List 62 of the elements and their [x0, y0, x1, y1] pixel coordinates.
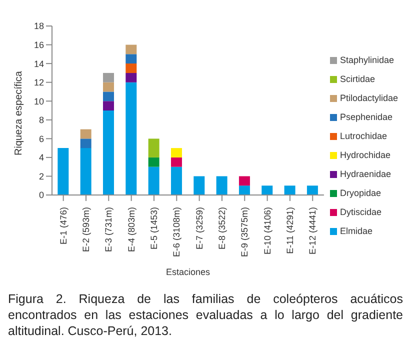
x-axis-title: Estaciones [166, 267, 210, 277]
legend-label: Psephenidae [340, 112, 392, 122]
legend-label: Staphylinidae [340, 55, 394, 65]
legend-label: Hydrochidae [340, 150, 390, 160]
bar [126, 44, 137, 54]
x-tick-label: E-3 (731m) [104, 207, 114, 252]
x-tick-label: E-1 (476) [58, 207, 68, 245]
y-tick-label: 8 [38, 115, 44, 126]
bar [126, 54, 137, 64]
x-tick-label: E-10 (4106) [262, 207, 272, 255]
y-tick-label: 18 [34, 21, 44, 32]
legend-label: Dryopidae [340, 188, 381, 198]
legend-label: Scirtidae [340, 74, 375, 84]
y-tick-label: 16 [34, 40, 44, 50]
y-tick-label: 10 [34, 96, 44, 106]
legend-label: Lutrochidae [340, 131, 387, 141]
bar [238, 186, 250, 195]
y-tick-label: 4 [38, 152, 44, 163]
x-tick-label: E-12 (4441) [308, 207, 318, 255]
bar [238, 176, 250, 186]
legend-label: Dytiscidae [340, 207, 382, 217]
bar [58, 148, 69, 195]
bar [148, 138, 160, 158]
y-tick-label: 12 [34, 78, 44, 88]
bar [126, 64, 137, 73]
bar [102, 110, 114, 195]
x-tick-label: E-5 (1453) [148, 207, 159, 250]
bar [170, 166, 182, 195]
bar [80, 148, 92, 195]
bar [262, 186, 273, 195]
bar [102, 72, 114, 82]
bar [170, 148, 182, 158]
bar [126, 82, 137, 195]
text: Figura 2. Riqueza de las familias de coleópteros acuáticos encontrados en las estaciones evaluadas a lo largo del gradiente altitudinal. Cusco-Perú, 2013. [8, 291, 403, 339]
bar [148, 157, 160, 167]
bar [80, 129, 92, 139]
legend-label: Elmidae [340, 226, 372, 236]
bar [170, 157, 182, 167]
bar [126, 72, 137, 82]
y-axis-title: Riqueza específica [14, 70, 25, 156]
bar [306, 186, 318, 195]
bar [194, 176, 205, 195]
x-tick-label: E-8 (3522) [216, 207, 227, 250]
bar [80, 138, 92, 148]
x-tick-label: E-4 (803m) [126, 207, 136, 252]
x-tick-label: E-11 (4291) [284, 207, 295, 254]
x-tick-label: E-6 (3108m) [172, 207, 182, 258]
bar [102, 101, 114, 110]
y-tick-label: 2 [38, 171, 44, 182]
bar [284, 186, 296, 195]
x-tick-label: E-7 (3259) [194, 207, 204, 250]
bar [148, 166, 160, 195]
bar [102, 82, 114, 92]
bar [216, 176, 228, 195]
legend-label: Ptilodactylidae [340, 93, 398, 103]
legend-label: Hydraenidae [340, 169, 391, 179]
y-tick-label: 14 [34, 58, 44, 69]
y-tick-label: 0 [38, 190, 44, 200]
x-tick-label: E-9 (3575m) [240, 207, 250, 258]
y-tick-label: 6 [38, 134, 44, 144]
bar [102, 92, 114, 102]
x-tick-label: E-2 (593m) [80, 207, 91, 252]
